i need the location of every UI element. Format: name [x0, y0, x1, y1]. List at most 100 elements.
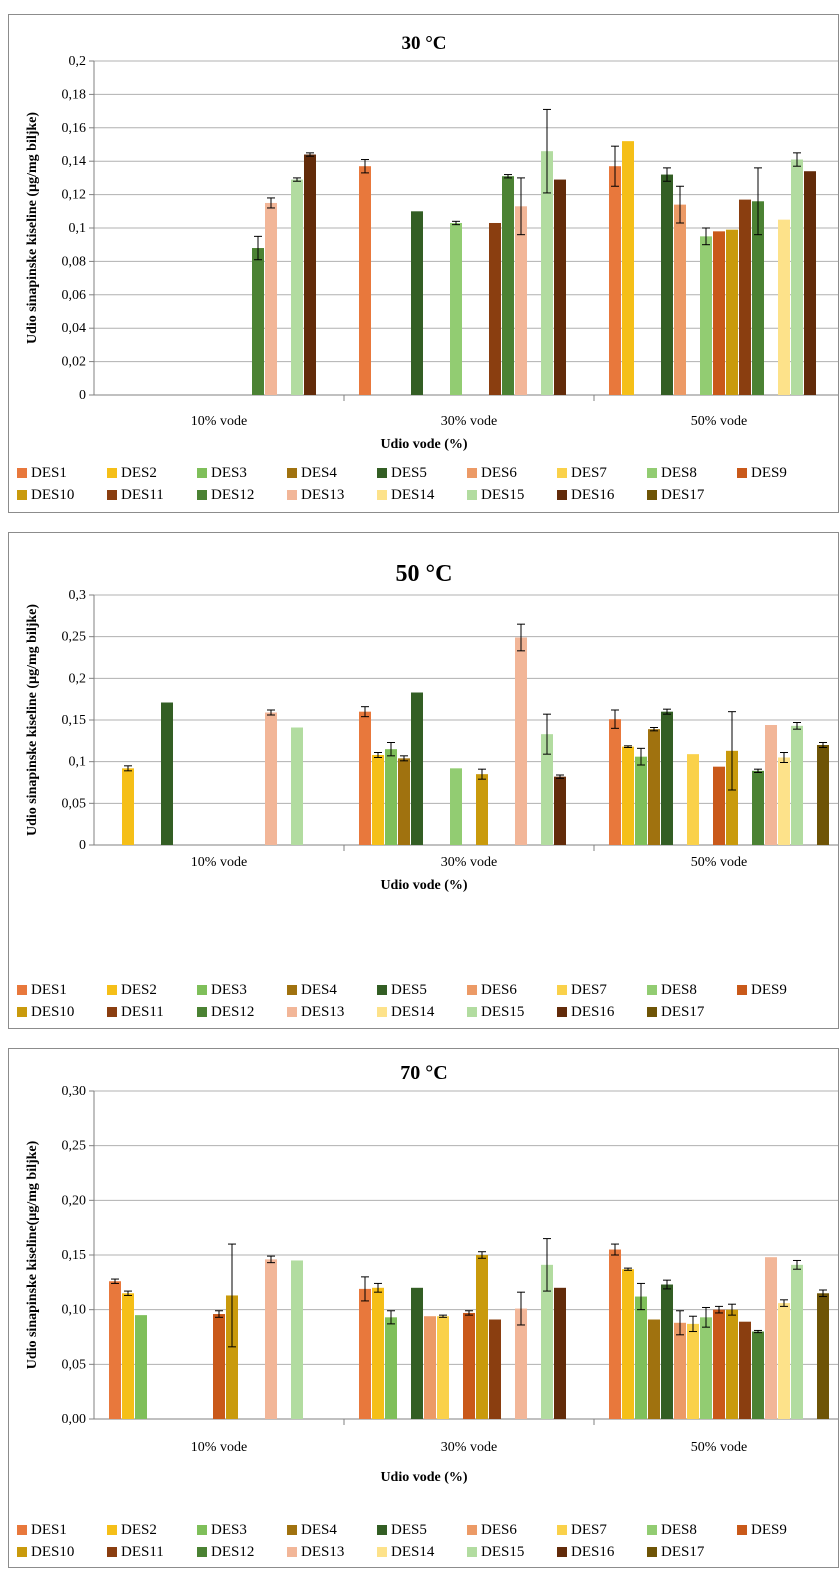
- legend-label: DES14: [391, 486, 435, 503]
- bar-des6: [424, 1316, 436, 1419]
- bar-des15: [291, 179, 303, 395]
- bar-des15: [541, 734, 553, 845]
- bar-des10: [726, 229, 738, 395]
- bar-des2: [622, 746, 634, 845]
- legend-entry-des13: DES13: [287, 1544, 377, 1561]
- y-tick-label: 0,1: [69, 755, 87, 770]
- legend-label: DES16: [571, 1003, 615, 1020]
- bar-des16: [554, 776, 566, 845]
- legend-swatch: [107, 1007, 117, 1017]
- y-tick-label: 0,2: [69, 54, 87, 69]
- legend-swatch: [107, 490, 117, 500]
- bar-des15: [541, 1264, 553, 1419]
- x-tick-label: 30% vode: [441, 1440, 497, 1455]
- legend-label: DES5: [391, 464, 427, 481]
- legend-entry-des13: DES13: [287, 487, 377, 504]
- chart-title: 70 °C: [400, 1062, 447, 1084]
- legend-swatch: [197, 1547, 207, 1557]
- legend-entry-des7: DES7: [557, 1522, 647, 1539]
- legend-label: DES8: [661, 981, 697, 998]
- bar-des10: [476, 1255, 488, 1419]
- legend-label: DES5: [391, 1521, 427, 1538]
- bar-des13: [515, 206, 527, 395]
- y-tick-label: 0,1: [69, 221, 87, 236]
- legend-entry-des1: DES1: [17, 465, 107, 482]
- legend-label: DES17: [661, 1543, 705, 1560]
- legend-swatch: [17, 490, 27, 500]
- legend-entry-des3: DES3: [197, 982, 287, 999]
- legend-label: DES7: [571, 981, 607, 998]
- x-tick-label: 50% vode: [691, 414, 747, 429]
- legend-entry-des14: DES14: [377, 1004, 467, 1021]
- bar-des12: [752, 1331, 764, 1419]
- legend-swatch: [17, 468, 27, 478]
- legend-entry-des7: DES7: [557, 465, 647, 482]
- legend-entry-des14: DES14: [377, 487, 467, 504]
- legend-swatch: [467, 490, 477, 500]
- bar-des15: [791, 725, 803, 845]
- legend-swatch: [287, 468, 297, 478]
- y-tick-label: 0,05: [62, 1357, 87, 1372]
- legend-swatch: [557, 490, 567, 500]
- legend-label: DES6: [481, 1521, 517, 1538]
- bar-des9: [713, 1309, 725, 1419]
- bar-des10: [726, 1309, 738, 1419]
- legend-swatch: [17, 1525, 27, 1535]
- legend-swatch: [17, 985, 27, 995]
- legend-entry-des10: DES10: [17, 487, 107, 504]
- legend-entry-des10: DES10: [17, 1544, 107, 1561]
- x-tick-label: 50% vode: [691, 855, 747, 870]
- bar-des13: [265, 712, 277, 845]
- legend-entry-des11: DES11: [107, 1544, 197, 1561]
- legend-swatch: [737, 468, 747, 478]
- bar-des2: [622, 141, 634, 395]
- legend-entry-des15: DES15: [467, 487, 557, 504]
- y-tick-label: 0,15: [62, 713, 87, 728]
- legend-swatch: [377, 985, 387, 995]
- bar-des7: [687, 754, 699, 845]
- legend-entry-des4: DES4: [287, 1522, 377, 1539]
- legend-entry-des15: DES15: [467, 1544, 557, 1561]
- legend-swatch: [287, 1007, 297, 1017]
- legend-label: DES11: [121, 1003, 164, 1020]
- legend-entry-des8: DES8: [647, 1522, 737, 1539]
- legend-row: DES10 DES11 DES12 DES13 DES14 DES15 DES16 DES17: [17, 1541, 838, 1563]
- legend-label: DES9: [751, 464, 787, 481]
- legend-swatch: [197, 468, 207, 478]
- bar-chart-70c: 70 °C 0,00 0,05 0,10 0,15 0,20 0,25 0,30 Udio si…: [25, 1062, 838, 1485]
- legend-label: DES6: [481, 981, 517, 998]
- y-tick-label: 0: [79, 388, 86, 403]
- x-axis-label: Udio vode (%): [380, 878, 467, 893]
- bar-des11: [739, 1321, 751, 1419]
- legend-swatch: [197, 1525, 207, 1535]
- legend-entry-des11: DES11: [107, 487, 197, 504]
- y-axis-label: Udio sinapinske kiseline(µg/mg biljke): [25, 1140, 40, 1369]
- bar-des3: [135, 1315, 147, 1419]
- legend-swatch: [287, 1525, 297, 1535]
- legend-entry-des3: DES3: [197, 465, 287, 482]
- bar-des5: [411, 692, 423, 845]
- bar-des3: [635, 1296, 647, 1419]
- bar-des5: [661, 1284, 673, 1419]
- legend-entry-des11: DES11: [107, 1004, 197, 1021]
- legend-swatch: [467, 985, 477, 995]
- legend-swatch: [377, 490, 387, 500]
- legend-entry-des10: DES10: [17, 1004, 107, 1021]
- legend-30c: DES1 DES2 DES3 DES4 DES5 DES6 DES7 DES8 DES9 DES1…: [17, 462, 838, 506]
- legend-swatch: [197, 490, 207, 500]
- legend-entry-des13: DES13: [287, 1004, 377, 1021]
- x-tick-label: 10% vode: [191, 855, 247, 870]
- bar-des2: [122, 768, 134, 845]
- bar-des4: [648, 1319, 660, 1419]
- bar-des16: [554, 179, 566, 395]
- bar-des2: [372, 755, 384, 845]
- legend-entry-des8: DES8: [647, 465, 737, 482]
- bar-des17: [817, 1293, 829, 1419]
- legend-label: DES12: [211, 1003, 255, 1020]
- bar-des12: [252, 248, 264, 395]
- bar-des5: [411, 1287, 423, 1419]
- legend-swatch: [647, 468, 657, 478]
- bar-des7: [687, 1323, 699, 1419]
- legend-label: DES16: [571, 486, 615, 503]
- bar-des14: [778, 1303, 790, 1419]
